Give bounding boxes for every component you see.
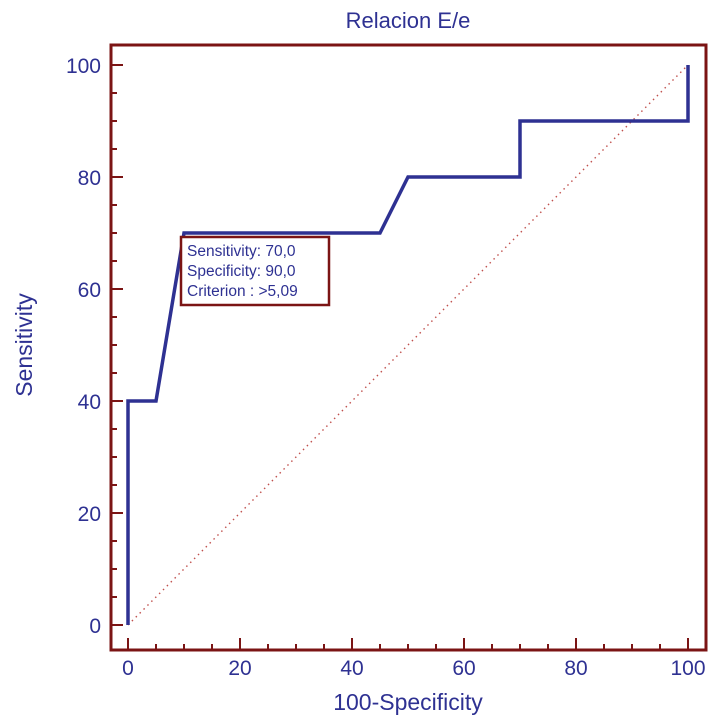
plot-area: 0 20 40 60 80 100 0 20 40 60 80 100 Sensitivity: 7… <box>66 43 708 680</box>
plot-frame <box>109 43 708 652</box>
x-tick-label: 0 <box>122 657 134 680</box>
annotation-box <box>179 235 331 307</box>
y-tick-label: 20 <box>78 503 101 526</box>
y-tick-label: 60 <box>78 279 101 302</box>
y-tick-label: 0 <box>89 615 101 638</box>
x-tick-label: 100 <box>670 657 705 680</box>
series-layer <box>126 64 690 626</box>
x-axis: 0 20 40 60 80 100 <box>122 638 706 680</box>
chart-title: Relacion E/e <box>346 8 471 33</box>
y-axis: 0 20 40 60 80 100 <box>66 55 123 638</box>
y-tick-label: 80 <box>78 167 101 190</box>
annotation-line: Criterion : >5,09 <box>187 283 298 300</box>
x-tick-label: 40 <box>340 657 363 680</box>
x-tick-label: 60 <box>452 657 475 680</box>
annotation-line: Specificity: 90,0 <box>187 263 296 280</box>
annotation-line: Sensitivity: 70,0 <box>187 243 296 260</box>
criterion-annotation: Sensitivity: 70,0 Specificity: 90,0 Criter… <box>179 235 331 307</box>
reference-diagonal-line <box>127 64 689 626</box>
x-axis-label: 100-Specificity <box>333 689 483 715</box>
y-axis-label: Sensitivity <box>11 293 37 397</box>
y-tick-label: 40 <box>78 391 101 414</box>
y-tick-label: 100 <box>66 55 101 78</box>
x-tick-label: 20 <box>228 657 251 680</box>
x-tick-label: 80 <box>564 657 587 680</box>
roc-curve <box>126 65 690 625</box>
